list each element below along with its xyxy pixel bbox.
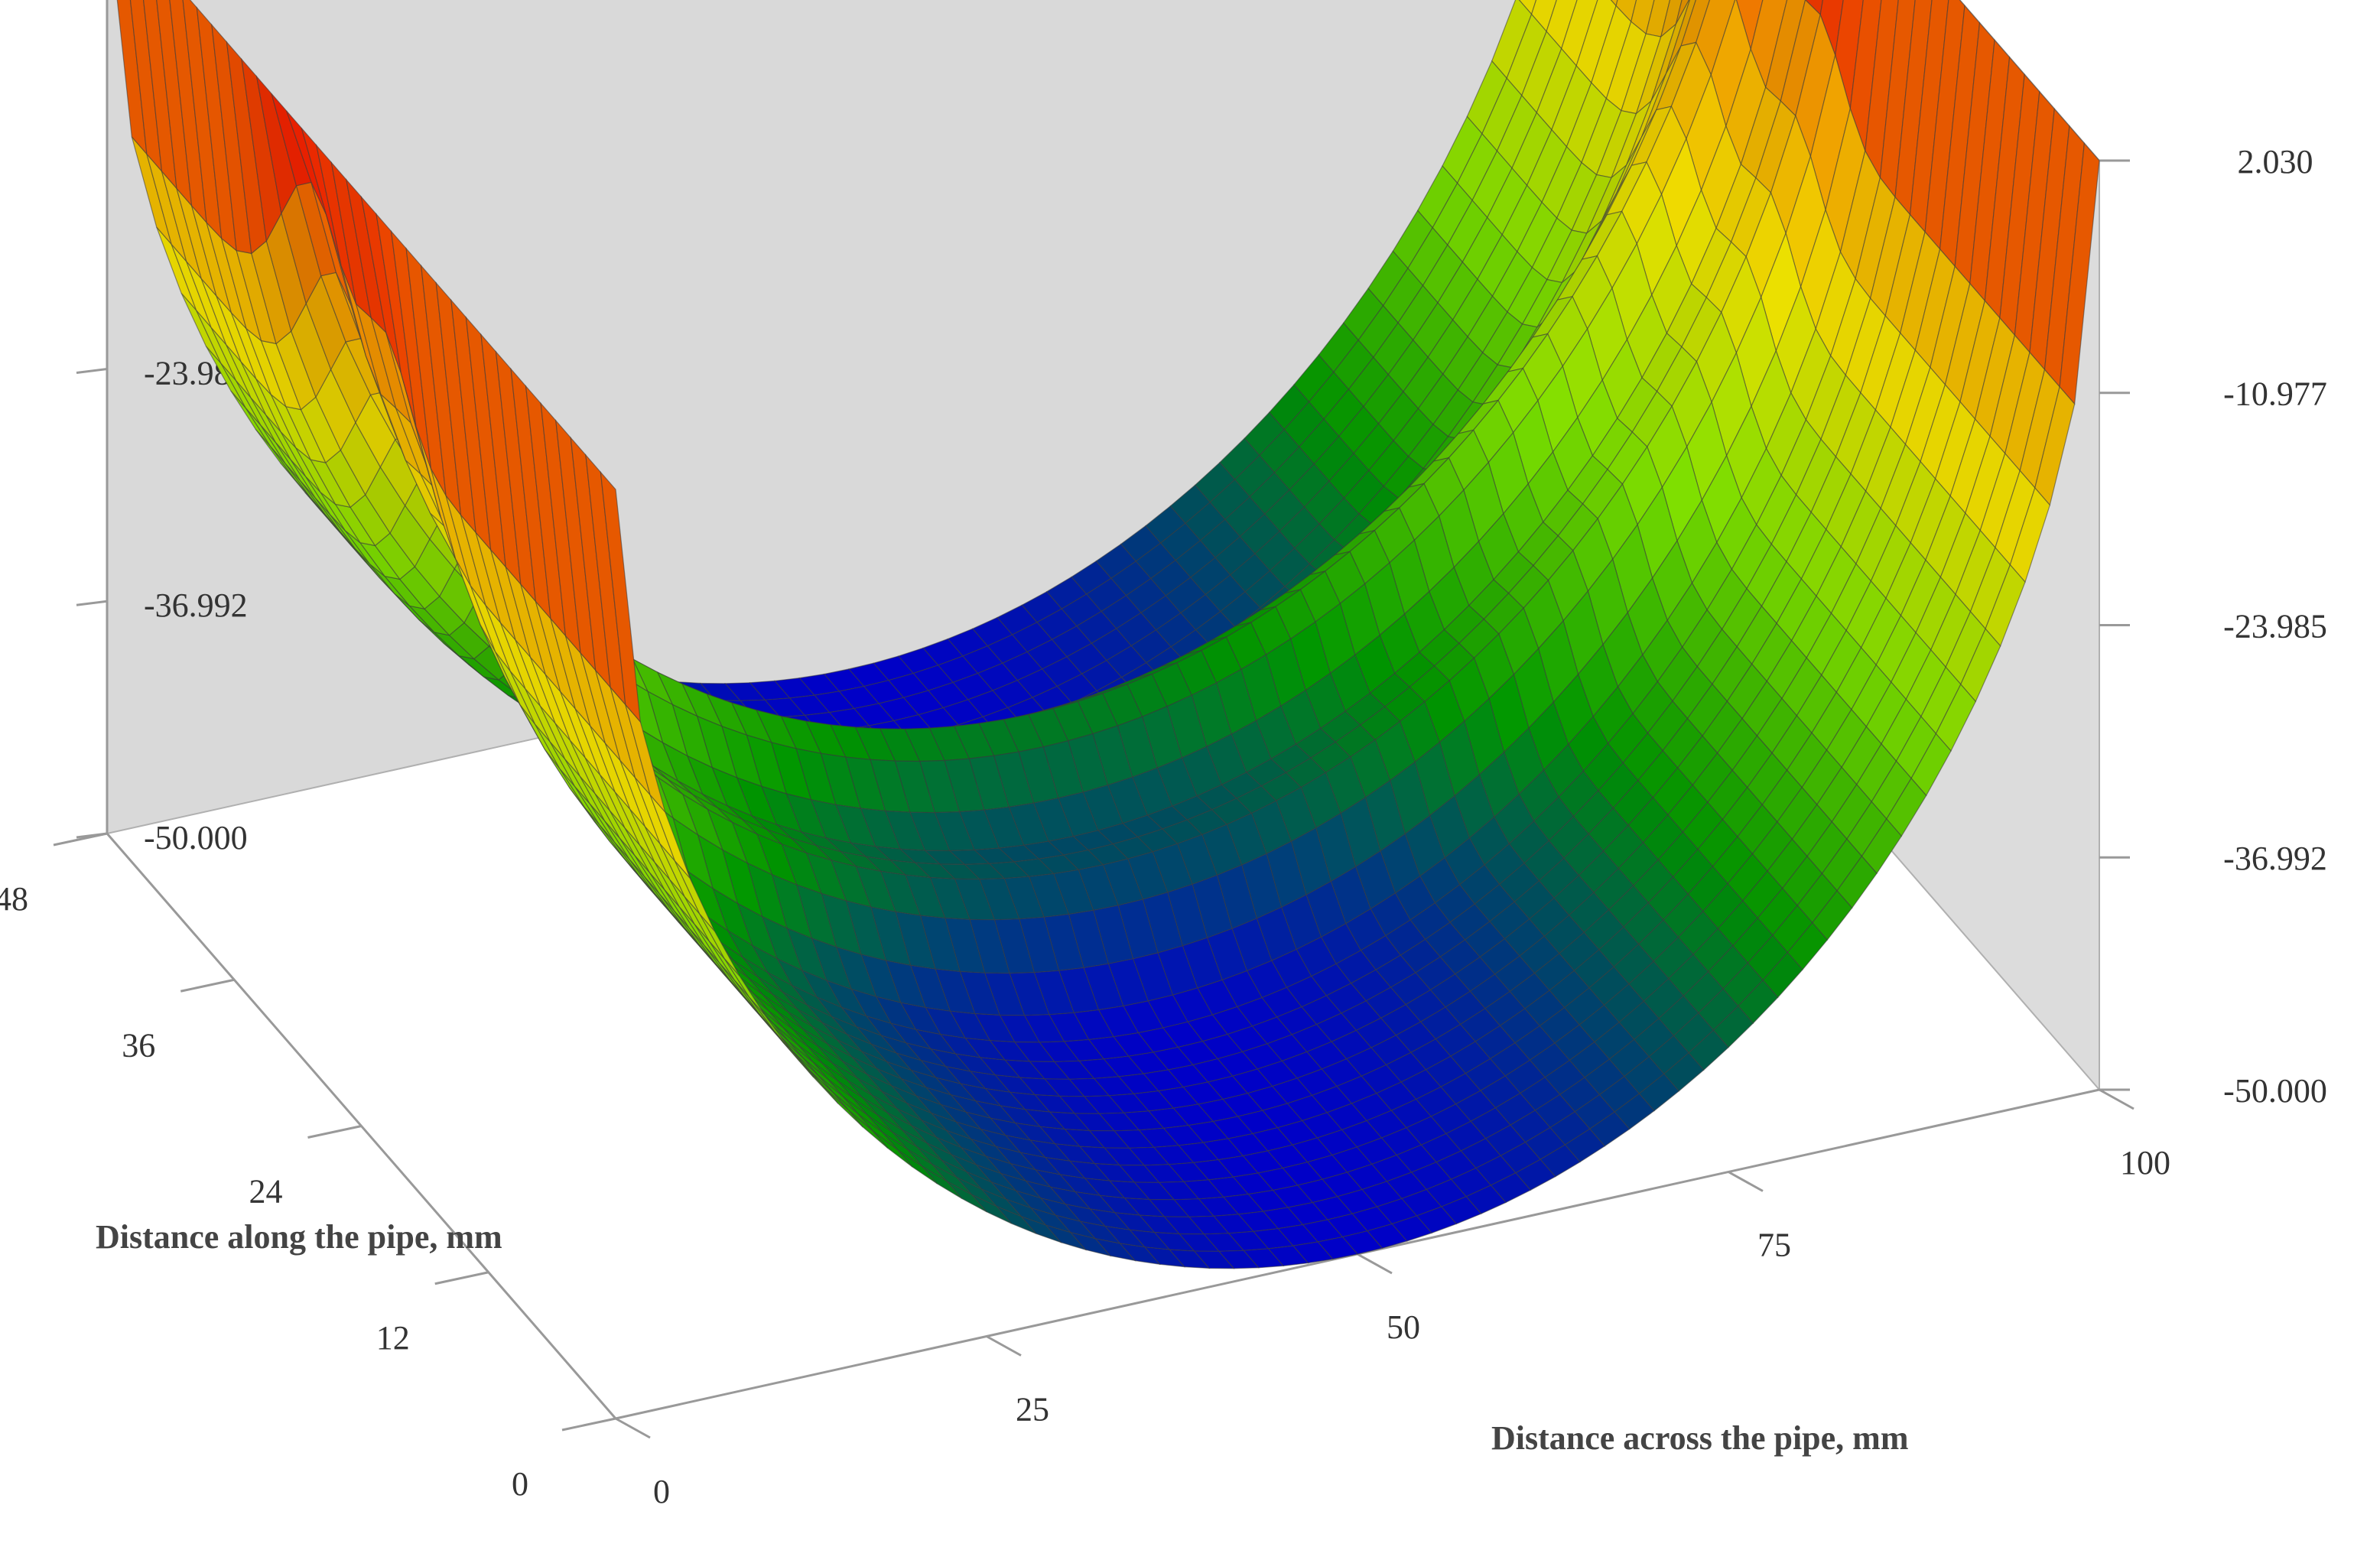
y-tick	[307, 1125, 362, 1139]
z-tick-label-back: -50.000	[144, 819, 248, 856]
x-axis-title: Distance across the pipe, mm	[1491, 1419, 1908, 1457]
x-tick-label: 0	[653, 1473, 670, 1510]
z-tick-label-right: -50.000	[2223, 1072, 2327, 1110]
y-tick-label: 48	[0, 880, 28, 918]
surface-cell	[600, 470, 642, 723]
surface-mesh	[116, 0, 2100, 1269]
x-tick	[2099, 1088, 2135, 1110]
z-tick-label-right: 2.030	[2238, 143, 2313, 180]
z-tick-label-right: -36.992	[2223, 840, 2327, 877]
x-tick	[986, 1335, 1022, 1357]
z-tick-label-back: -36.992	[144, 587, 248, 624]
y-tick	[180, 978, 235, 993]
y-tick-label: 24	[249, 1173, 283, 1211]
x-tick-label: 50	[1387, 1308, 1420, 1346]
x-tick-label: 75	[1757, 1227, 1791, 1264]
x-tick-label: 100	[2120, 1144, 2170, 1181]
x-tick-label: 25	[1016, 1391, 1049, 1428]
x-tick	[615, 1417, 651, 1439]
axes: 0 25 50 75 100 0 12 24 36 48 2.030 -23.985 -36.992 -5…	[0, 0, 2327, 1510]
z-tick-back	[76, 600, 108, 606]
y-tick	[561, 1417, 616, 1432]
z-tick-label-right: -23.985	[2223, 608, 2327, 645]
x-tick	[1728, 1171, 1764, 1192]
y-tick	[434, 1271, 489, 1285]
z-tick-label-right: -10.977	[2223, 375, 2327, 413]
y-axis-title: Distance along the pipe, mm	[96, 1218, 502, 1256]
x-tick	[1357, 1253, 1393, 1275]
axis-labels: Distance across the pipe, mm Distance al…	[96, 1218, 1908, 1457]
y-tick-label: 0	[512, 1465, 528, 1503]
z-tick-back	[76, 368, 108, 374]
y-tick-label: 36	[122, 1026, 155, 1064]
y-tick-label: 12	[376, 1319, 410, 1357]
z-tick-back	[76, 832, 108, 839]
